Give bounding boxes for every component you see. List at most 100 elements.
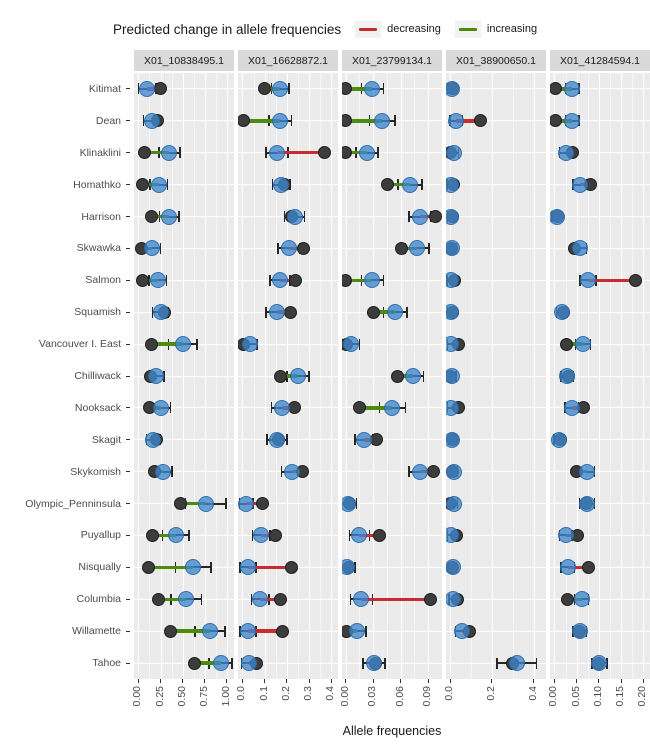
h-gridline xyxy=(550,375,650,377)
current-point xyxy=(550,114,562,128)
predicted-point xyxy=(240,623,256,640)
h-gridline xyxy=(342,152,442,154)
h-gridline xyxy=(342,503,442,505)
error-bar-cap xyxy=(271,179,274,191)
predicted-point xyxy=(253,527,270,544)
x-tick-label: 0.05 xyxy=(569,686,582,707)
change-segment xyxy=(246,501,263,506)
error-bar-cap xyxy=(355,498,358,510)
h-gridline xyxy=(550,630,650,632)
predicted-point xyxy=(559,368,576,384)
error-bar-cap xyxy=(277,242,279,254)
current-point xyxy=(258,82,272,96)
current-point xyxy=(423,592,437,606)
h-gridline xyxy=(550,216,650,218)
x-tick xyxy=(345,679,347,683)
y-tick xyxy=(126,279,130,281)
v-gridline-minor xyxy=(171,73,173,679)
facet-panel xyxy=(550,73,650,679)
h-gridline xyxy=(134,184,234,186)
predicted-point xyxy=(342,559,355,576)
v-gridline-minor xyxy=(610,73,611,679)
x-tick xyxy=(308,679,310,683)
h-gridline xyxy=(550,439,650,441)
facet-strip: X01_10838495.1 xyxy=(134,50,234,71)
predicted-point xyxy=(557,527,574,544)
h-gridline xyxy=(446,279,546,281)
error-bar-cap xyxy=(137,83,140,95)
h-gridline xyxy=(342,279,442,281)
h-gridline xyxy=(446,184,546,186)
y-axis-label: Nisqually xyxy=(78,561,121,574)
x-tick xyxy=(449,679,451,683)
y-axis-label: Skykomish xyxy=(70,465,121,478)
h-gridline xyxy=(550,343,650,345)
h-gridline xyxy=(550,88,650,90)
v-gridline-major xyxy=(643,73,645,679)
x-tick-label: 0.09 xyxy=(421,686,434,707)
predicted-point xyxy=(273,176,290,193)
plot-title: Predicted change in allele frequencies xyxy=(112,21,342,37)
change-segment xyxy=(345,278,373,283)
x-axis-title: Allele frequencies xyxy=(342,724,442,738)
v-gridline-minor xyxy=(359,73,361,679)
h-gridline xyxy=(446,375,546,377)
predicted-point xyxy=(364,272,381,289)
v-gridline-major xyxy=(226,73,228,679)
predicted-point xyxy=(579,272,596,289)
error-bar-cap xyxy=(179,147,181,159)
current-point xyxy=(163,624,177,638)
predicted-point xyxy=(185,559,202,576)
error-bar-cap xyxy=(349,593,351,605)
predicted-point xyxy=(238,495,255,512)
predicted-point xyxy=(242,336,259,353)
current-point xyxy=(273,592,287,606)
y-tick xyxy=(126,343,130,345)
error-bar-cap xyxy=(290,115,293,127)
x-axis: 0.0 0.2 0.4 xyxy=(443,679,546,723)
predicted-point xyxy=(409,240,426,257)
h-gridline xyxy=(446,598,546,600)
h-gridline xyxy=(550,247,650,249)
predicted-point xyxy=(139,80,156,97)
predicted-point xyxy=(411,463,428,480)
predicted-point xyxy=(446,80,461,97)
current-point xyxy=(273,369,287,383)
error-bar-cap xyxy=(303,211,306,223)
predicted-point xyxy=(374,112,391,129)
current-point xyxy=(559,337,573,351)
v-gridline-minor xyxy=(215,73,217,679)
x-tick xyxy=(137,679,139,683)
h-gridline xyxy=(446,343,546,345)
h-gridline xyxy=(342,471,442,473)
current-point xyxy=(342,273,353,287)
predicted-point xyxy=(453,623,470,640)
facet-panel xyxy=(342,73,442,679)
current-point xyxy=(136,273,150,287)
x-tick-label: 0.4 xyxy=(324,686,337,701)
current-point xyxy=(238,114,251,128)
v-gridline-minor xyxy=(471,73,472,679)
predicted-point xyxy=(571,240,588,257)
error-bar-cap xyxy=(286,434,288,446)
v-gridline-major xyxy=(204,73,206,679)
predicted-point xyxy=(446,208,460,225)
y-axis-label: Dean xyxy=(95,114,121,127)
change-segment xyxy=(555,87,573,91)
change-segment xyxy=(345,87,373,91)
predicted-point xyxy=(281,240,298,257)
h-gridline xyxy=(238,534,338,536)
predicted-point xyxy=(240,559,256,576)
error-bar-cap xyxy=(496,657,498,669)
current-point xyxy=(174,497,188,511)
change-segment xyxy=(387,182,410,187)
x-tick-label: 0.2 xyxy=(279,686,292,701)
predicted-point xyxy=(286,208,303,225)
error-bar-cap xyxy=(250,593,253,605)
v-gridline-minor xyxy=(193,73,195,679)
error-bar-cap xyxy=(354,434,356,446)
current-point xyxy=(318,146,332,160)
error-bar-cap xyxy=(200,593,202,605)
h-gridline xyxy=(342,630,442,632)
h-gridline xyxy=(550,566,650,568)
